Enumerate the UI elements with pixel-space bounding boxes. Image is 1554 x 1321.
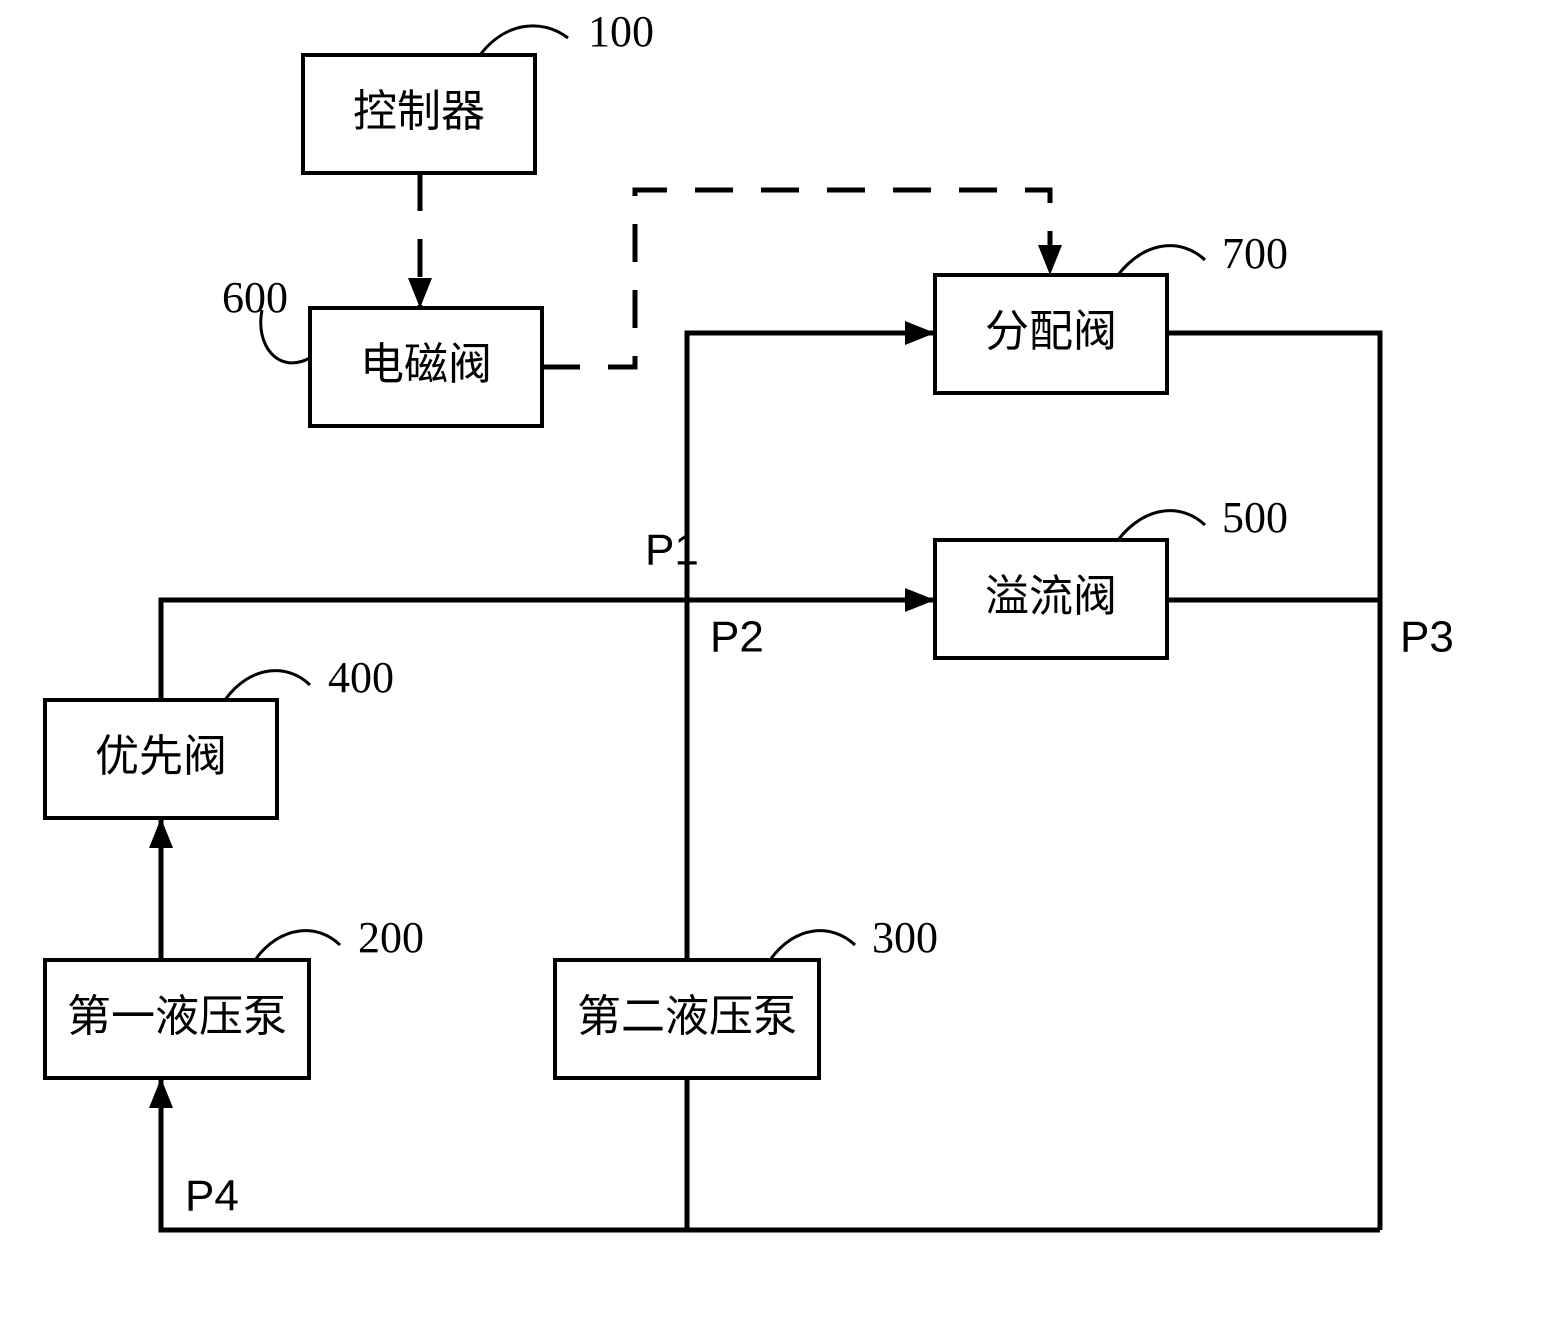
port-label-P1: P1 xyxy=(645,526,699,575)
refnum-pump1: 200 xyxy=(358,913,424,962)
lead-priority xyxy=(225,671,310,700)
port-label-P4: P4 xyxy=(185,1172,239,1221)
flow-line-distrib_right_down xyxy=(1167,333,1380,1230)
refnum-priority: 400 xyxy=(328,653,394,702)
lead-pump1 xyxy=(255,931,340,960)
lead-relief xyxy=(1118,511,1205,540)
refnum-distrib: 700 xyxy=(1222,229,1288,278)
refnum-pump2: 300 xyxy=(872,913,938,962)
hydraulic-block-diagram: 控制器电磁阀 分配阀溢流阀优先阀第一液压泵 第二液压泵 100 600 700 500 400… xyxy=(0,0,1554,1321)
flow-line-return_pump1 xyxy=(161,1078,687,1230)
refnum-solenoid: 600 xyxy=(222,273,288,322)
label-solenoid: 电磁阀 xyxy=(360,340,492,389)
label-pump2: 第二液压泵 xyxy=(577,992,797,1041)
flow-line-priority_to_p1 xyxy=(161,600,935,700)
lead-pump2 xyxy=(770,931,855,960)
refnum-controller: 100 xyxy=(588,7,654,56)
label-relief: 溢流阀 xyxy=(985,572,1117,621)
flow-line-return_pump2 xyxy=(687,1078,1380,1230)
flow-line-p1_up_to_distrib xyxy=(687,333,935,600)
lead-distrib xyxy=(1118,246,1205,275)
label-priority: 优先阀 xyxy=(95,732,227,781)
port-label-P2: P2 xyxy=(710,613,764,662)
label-pump1: 第一液压泵 xyxy=(67,992,287,1041)
label-distrib: 分配阀 xyxy=(985,307,1117,356)
port-label-P3: P3 xyxy=(1400,613,1454,662)
refnum-relief: 500 xyxy=(1222,493,1288,542)
lead-controller xyxy=(480,26,568,55)
label-controller: 控制器 xyxy=(353,87,485,136)
